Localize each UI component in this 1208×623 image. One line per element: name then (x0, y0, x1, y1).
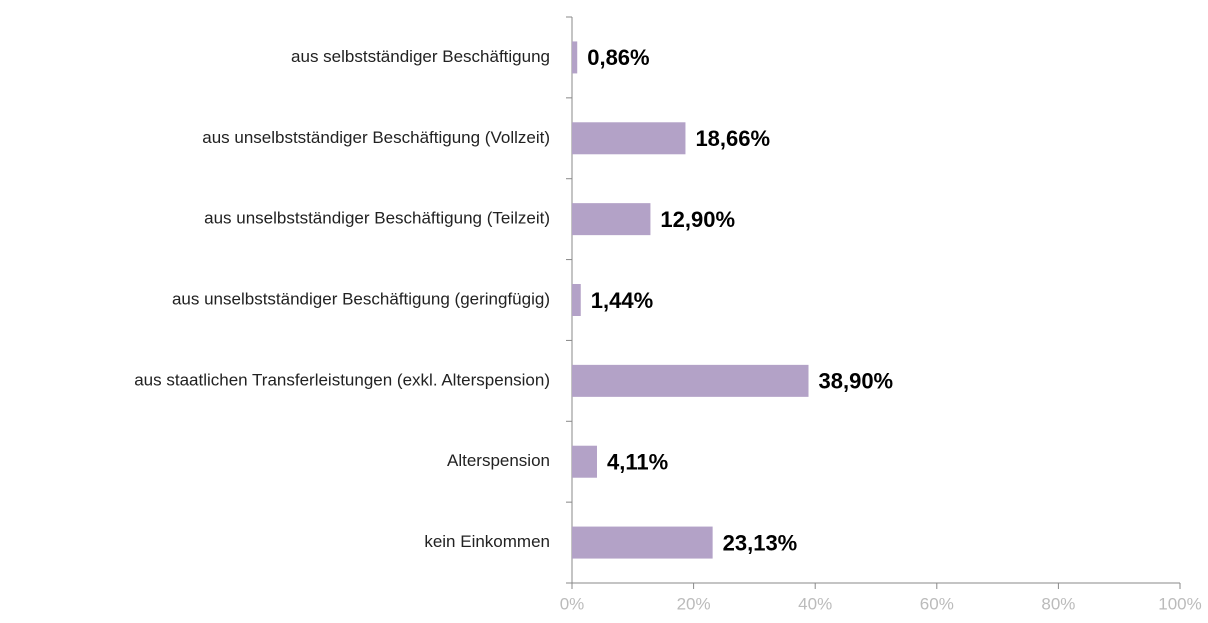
bar (572, 122, 686, 155)
y-tick-label: aus unselbstständiger Beschäftigung (ger… (172, 289, 550, 308)
bar (572, 203, 651, 236)
y-tick-label: Alterspension (447, 451, 550, 470)
x-tick-label: 0% (560, 594, 585, 613)
bar (572, 284, 581, 316)
value-label: 12,90% (660, 207, 735, 232)
x-tick-label: 100% (1158, 594, 1201, 613)
value-label: 0,86% (587, 45, 649, 70)
x-tick-label: 80% (1041, 594, 1075, 613)
value-label: 18,66% (695, 126, 770, 151)
x-tick-label: 60% (920, 594, 954, 613)
bar (572, 445, 597, 478)
bar (572, 364, 809, 397)
bar (572, 41, 578, 74)
y-tick-label: aus unselbstständiger Beschäftigung (Vol… (202, 128, 550, 147)
x-tick-label: 40% (798, 594, 832, 613)
value-label: 23,13% (723, 530, 798, 555)
y-tick-label: aus staatlichen Transferleistungen (exkl… (134, 370, 550, 389)
value-label: 1,44% (591, 288, 653, 313)
y-tick-label: kein Einkommen (424, 532, 550, 551)
y-tick-label: aus unselbstständiger Beschäftigung (Tei… (204, 209, 550, 228)
value-label: 4,11% (607, 450, 668, 475)
x-tick-label: 20% (677, 594, 711, 613)
bar (572, 526, 713, 559)
y-tick-label: aus selbstständiger Beschäftigung (291, 47, 550, 66)
value-label: 38,90% (819, 369, 894, 394)
